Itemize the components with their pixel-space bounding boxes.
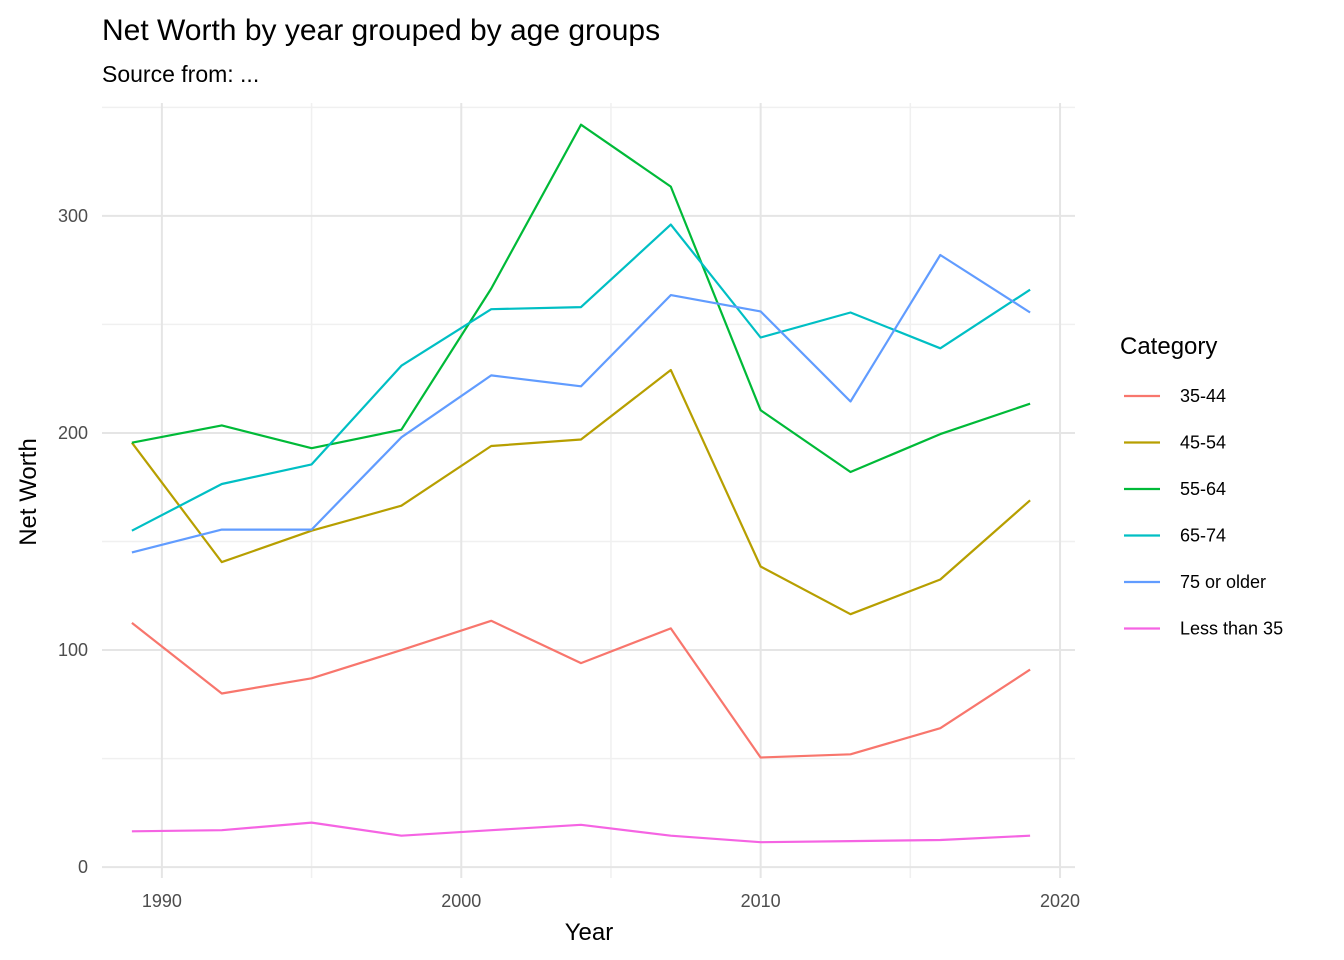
plot-grid (102, 103, 1075, 878)
series-lines (131, 123, 1031, 844)
x-axis-ticks: 1990 2000 2010 2020 (142, 891, 1080, 911)
legend-item: 65-74 (1124, 526, 1226, 546)
x-tick-label: 2000 (441, 891, 481, 911)
chart-title: Net Worth by year grouped by age groups (102, 14, 660, 47)
legend-label: 35-44 (1180, 386, 1226, 406)
legend-item: Less than 35 (1124, 619, 1283, 639)
legend-label: Less than 35 (1180, 619, 1283, 639)
legend-label: 55-64 (1180, 479, 1226, 499)
y-tick-label: 200 (58, 423, 88, 443)
y-tick-label: 300 (58, 206, 88, 226)
series-line-2 (131, 123, 1031, 474)
legend: Category 35-44 45-54 55-64 65-74 75 or older… (1120, 333, 1283, 639)
legend-item: 75 or older (1124, 572, 1266, 592)
legend-label: 65-74 (1180, 526, 1226, 546)
x-axis-title: Year (565, 919, 614, 946)
x-tick-label: 2020 (1040, 891, 1080, 911)
y-axis-ticks: 0 100 200 300 (58, 206, 88, 877)
legend-label: 75 or older (1180, 572, 1266, 592)
x-tick-label: 2010 (741, 891, 781, 911)
series-line-1 (131, 368, 1031, 616)
y-axis-title: Net Worth (15, 438, 42, 546)
chart-subtitle: Source from: ... (102, 61, 259, 87)
y-tick-label: 0 (78, 857, 88, 877)
legend-label: 45-54 (1180, 433, 1226, 453)
y-tick-label: 100 (58, 640, 88, 660)
x-tick-label: 1990 (142, 891, 182, 911)
legend-item: 55-64 (1124, 479, 1226, 499)
series-line-5 (131, 821, 1031, 844)
series-line-4 (131, 253, 1031, 554)
legend-title: Category (1120, 333, 1217, 360)
series-line-3 (131, 223, 1031, 532)
legend-item: 35-44 (1124, 386, 1226, 406)
series-line-0 (131, 619, 1031, 759)
legend-item: 45-54 (1124, 433, 1226, 453)
